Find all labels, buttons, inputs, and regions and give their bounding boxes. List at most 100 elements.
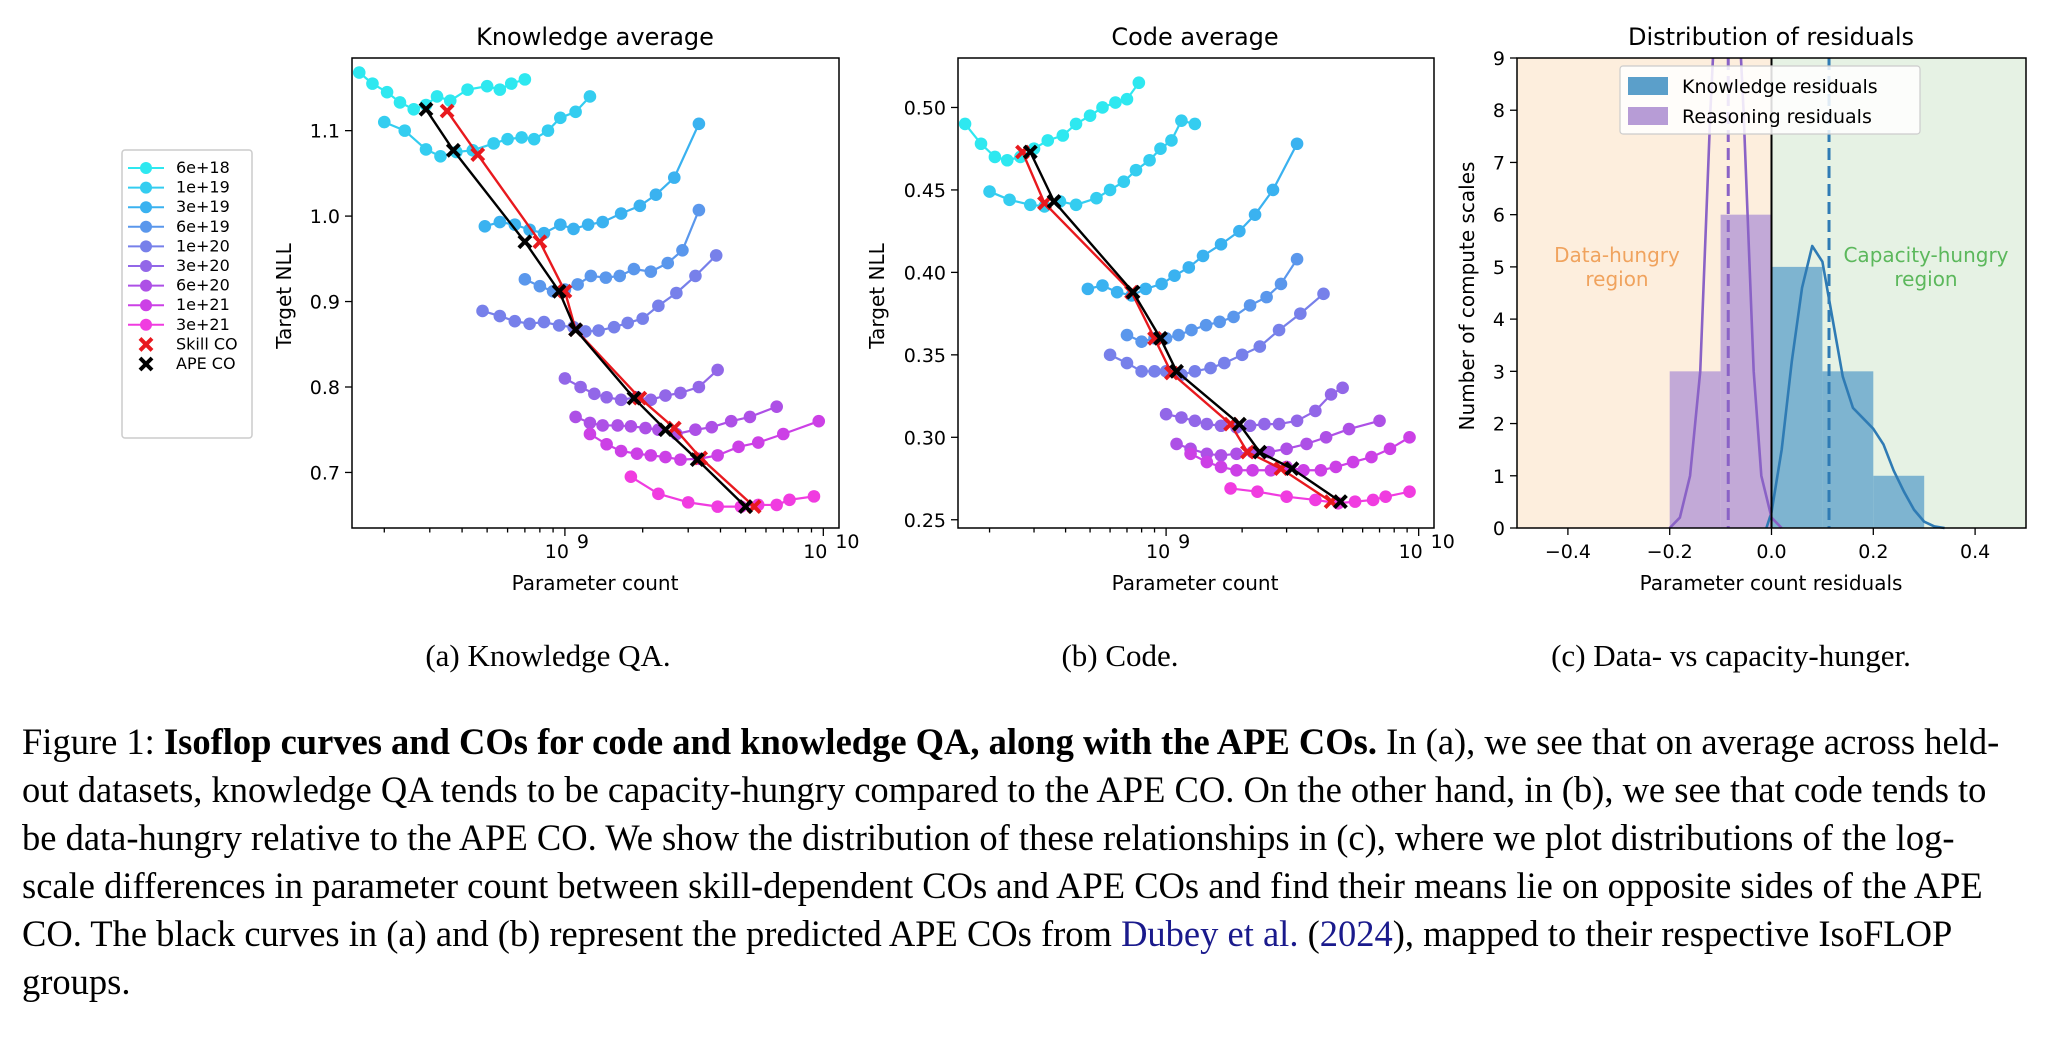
panel-a-point-6e+20-0: [569, 410, 582, 424]
panel-b-point-1e+19-0: [983, 185, 996, 198]
panel-b-point-3e+20-10: [1309, 404, 1322, 418]
panel-b-point-3e+21-7: [1379, 490, 1392, 503]
panel-a-point-3e+19-8: [596, 215, 609, 229]
panel-a-ape-co-marker-8: [738, 499, 753, 515]
panel-b-point-6e+20-9: [1319, 430, 1333, 444]
panel-a-ape-co-marker-5: [626, 390, 642, 406]
legend-label-1e+20: 1e+20: [176, 236, 230, 255]
panel-b-point-6e+19-0: [1120, 328, 1134, 342]
data-hungry-label-line-1: region: [1585, 267, 1648, 291]
panel-b-point-1e+21-13: [1403, 430, 1416, 444]
panel-a-xtick-label-1: 10: [803, 541, 827, 563]
panel-a-point-3e+21-0: [624, 470, 638, 484]
panel-a-point-3e+20-4: [614, 393, 628, 407]
data-hungry-label-line-0: Data-hungry: [1554, 243, 1680, 267]
panel-b-point-1e+20-10: [1253, 340, 1267, 353]
panel-a-point-6e+18-10: [493, 83, 507, 96]
panel-a-point-6e+19-4: [571, 278, 584, 291]
panel-b-point-3e+19-8: [1196, 249, 1210, 263]
panel-a-point-6e+18-1: [366, 77, 379, 90]
panel-a-point-3e+19-6: [567, 222, 580, 236]
panel-b-point-1e+20-1: [1120, 356, 1134, 370]
panel-b-point-6e+18-0: [958, 117, 972, 131]
citation-link-year[interactable]: 2024: [1319, 913, 1393, 954]
panel-a-point-3e+19-1: [493, 215, 507, 229]
panel-b-ape-co-marker-8-stroke-2: [1333, 494, 1348, 510]
panel-b-point-3e+20-0: [1159, 407, 1173, 421]
panel-b-skill-co-marker-1-stroke-2: [1037, 195, 1052, 211]
panel-b-point-1e+21-9: [1329, 460, 1343, 474]
panel-b-point-1e+19-14: [1188, 117, 1202, 131]
code-average-panel: Code average Parameter count Target NLL …: [865, 23, 1455, 673]
subcaption-a: (a) Knowledge QA.: [425, 638, 670, 673]
panel-b-point-6e+18-1: [974, 137, 988, 151]
panel-a-point-1e+20-14: [689, 269, 702, 283]
legend-marker-skill-co: [138, 336, 154, 352]
panel-b-ape-co-marker-3: [1153, 330, 1168, 346]
panel-c-xlabel: Parameter count residuals: [1640, 571, 1903, 595]
panel-b-ape-co-marker-0: [1022, 144, 1038, 160]
legend-label-3e+20: 3e+20: [176, 256, 230, 275]
panel-b-point-6e+18-7: [1056, 129, 1070, 142]
panel-b-point-3e+19-10: [1233, 224, 1246, 238]
panel-a-point-1e+19-12: [569, 105, 582, 119]
panel-a-ape-co-marker-4-stroke-2: [568, 322, 584, 338]
panel-b-title: Code average: [1111, 23, 1278, 51]
panel-a-ytick-label-0: 0.7: [310, 462, 340, 484]
panel-b-xtick-label-exp-1: 10: [1431, 531, 1455, 553]
panel-a-point-6e+20-8: [689, 423, 702, 437]
citation-link-author[interactable]: Dubey et al.: [1121, 913, 1299, 954]
panel-a-point-3e+20-1: [574, 380, 587, 394]
panel-b-point-3e+19-0: [1081, 282, 1095, 296]
panel-c-ylabel: Number of compute scales: [1455, 162, 1479, 431]
panel-b-point-6e+20-0: [1170, 437, 1183, 451]
panel-a-point-6e+20-1: [583, 416, 597, 430]
legend-frame: [121, 149, 253, 439]
panel-a-point-1e+21-4: [644, 449, 658, 462]
reasoning-residuals-label: Reasoning residuals: [1682, 106, 1872, 128]
panel-b-ape-co-marker-7-stroke-2: [1284, 461, 1300, 477]
panel-b-point-6e+20-7: [1280, 442, 1293, 456]
panel-b-point-6e+20-4: [1230, 447, 1243, 461]
caption-body-1: In (a), we see that on average across he…: [22, 721, 2000, 954]
panel-a-point-3e+20-9: [692, 380, 706, 394]
panel-b-point-6e+18-8: [1069, 117, 1083, 131]
panel-b-point-1e+21-4: [1246, 463, 1259, 477]
subcaption-c: (c) Data- vs capacity-hunger.: [1551, 638, 1911, 673]
legend-marker-6e+19: [140, 220, 152, 233]
panel-b-point-3e+20-9: [1290, 414, 1304, 428]
panel-b-point-1e+19-5: [1069, 198, 1083, 212]
panel-b-xtick-label-0: 10: [1146, 541, 1170, 563]
panel-b-ytick-label-5: 0.50: [904, 97, 946, 119]
panel-a-point-3e+19-7: [581, 218, 595, 231]
subcaption-b: (b) Code.: [1061, 638, 1178, 673]
panel-b-xlabel: Parameter count: [1112, 571, 1279, 595]
panel-b-point-3e+19-6: [1168, 269, 1181, 282]
panel-b-point-6e+19-6: [1199, 318, 1213, 332]
panel-b-point-1e+19-2: [1024, 198, 1037, 212]
panel-b-point-3e+20-6: [1243, 419, 1257, 433]
knowledge-residuals-label: Knowledge residuals: [1682, 76, 1878, 98]
panel-b-ape-co-marker-1: [1046, 194, 1062, 209]
caption-citation-paren-close: ): [1392, 913, 1405, 954]
panel-b-ape-co-marker-0-stroke-2: [1022, 144, 1038, 160]
panel-b-point-1e+21-1: [1200, 455, 1214, 469]
panel-b-point-3e+19-12: [1266, 183, 1280, 197]
legend-marker-3e+20: [140, 260, 152, 272]
panel-b-point-3e+20-1: [1175, 411, 1188, 424]
panel-a-point-6e+19-10: [661, 256, 675, 270]
knowledge-kde-curve: [1765, 244, 1945, 530]
panel-a-ape-co-marker-6: [658, 422, 673, 438]
reasoning-residuals-swatch: [1628, 107, 1668, 125]
panel-b-point-1e+21-10: [1346, 455, 1360, 469]
panel-a-point-3e+20-8: [674, 386, 687, 400]
panel-c-xtick-label-2: 0.0: [1756, 541, 1786, 563]
panel-b-point-6e+19-9: [1243, 299, 1257, 312]
panel-b-ape-co-marker-4-stroke-2: [1169, 363, 1184, 379]
panel-a-ape-co-marker-2-stroke-2: [517, 234, 533, 250]
panel-b-ape-co-marker-6-stroke-2: [1252, 444, 1268, 460]
legend-label-3e+21: 3e+21: [176, 315, 230, 334]
panel-b-point-1e+19-8: [1117, 175, 1131, 188]
panel-b-point-1e+20-3: [1148, 365, 1161, 378]
panel-b-point-1e+19-11: [1154, 142, 1167, 156]
